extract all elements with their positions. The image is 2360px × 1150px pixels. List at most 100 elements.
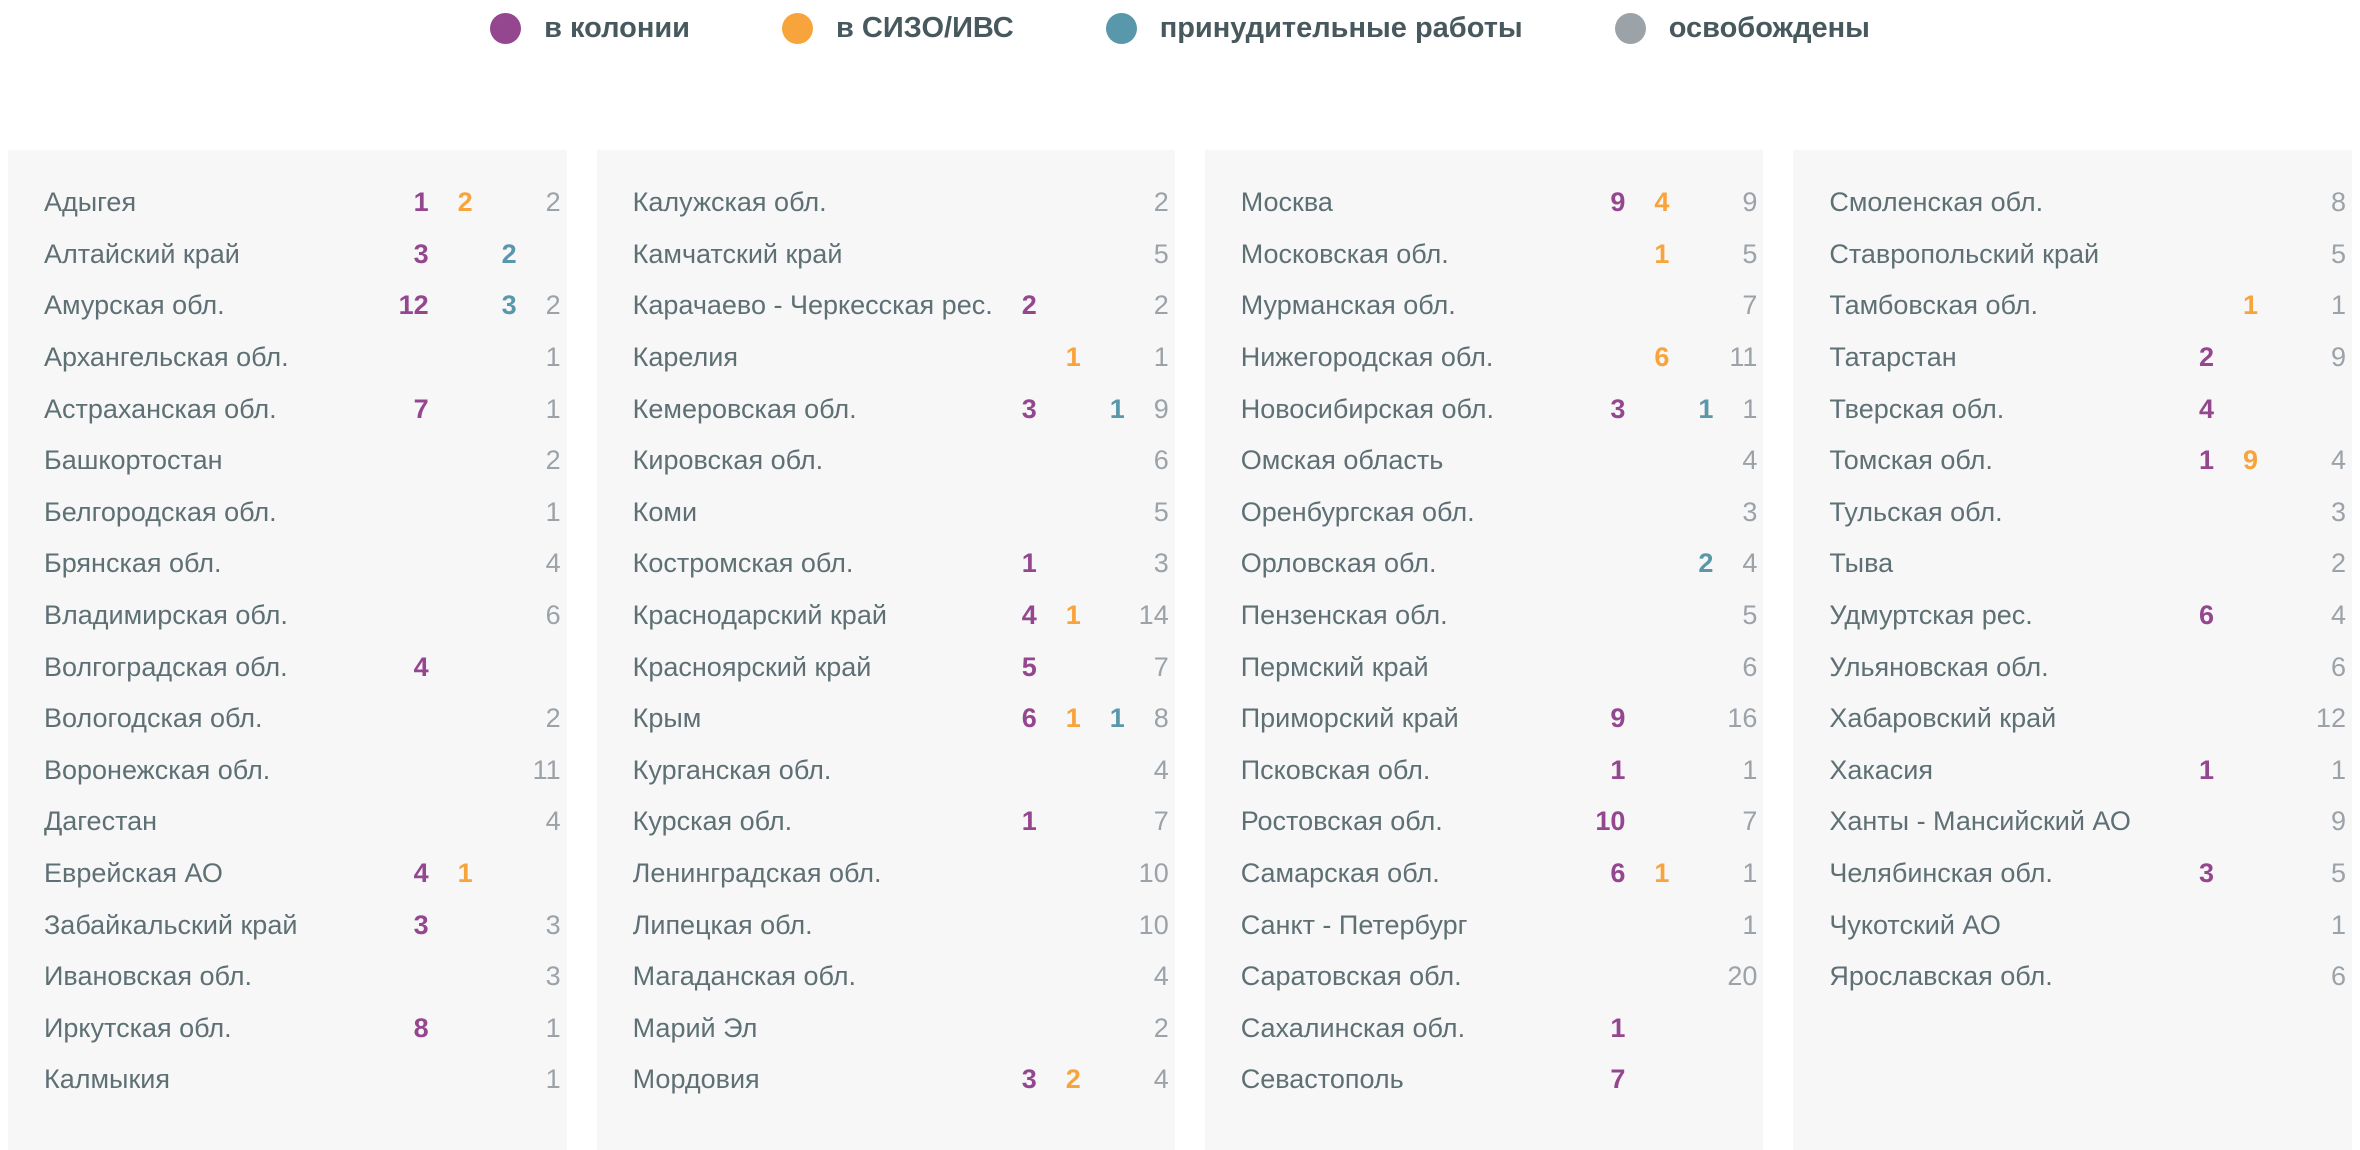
region-row: Калужская обл. 2 bbox=[633, 177, 1169, 229]
region-row: Нижегородская обл. 6 11 bbox=[1241, 332, 1758, 384]
region-row: Архангельская обл. 1 bbox=[44, 332, 561, 384]
value-colony: 1 bbox=[1610, 754, 1626, 785]
legend-item-released[interactable]: освобождены bbox=[1614, 12, 1870, 45]
region-column-4: Смоленская обл. 8 Ставропольский край 5 Тамб… bbox=[1793, 150, 2352, 1150]
region-row: Мурманская обл. 7 bbox=[1241, 280, 1758, 332]
region-row: Севастополь 7 bbox=[1241, 1054, 1758, 1106]
value-colony: 3 bbox=[413, 238, 429, 269]
region-row: Самарская обл. 6 1 1 bbox=[1241, 848, 1758, 900]
region-row: Ростовская обл. 10 7 bbox=[1241, 796, 1758, 848]
value-released: 4 bbox=[1742, 548, 1758, 579]
region-row: Тыва 2 bbox=[1829, 538, 2346, 590]
region-name: Тамбовская обл. bbox=[1829, 290, 2039, 321]
value-released: 8 bbox=[2330, 187, 2346, 218]
value-colony: 4 bbox=[2198, 393, 2214, 424]
region-row: Тамбовская обл. 1 1 bbox=[1829, 280, 2346, 332]
value-released: 5 bbox=[1742, 600, 1758, 631]
region-row: Воронежская обл. 11 bbox=[44, 745, 561, 797]
region-row: Карелия 1 1 bbox=[633, 332, 1169, 384]
region-name: Еврейская АО bbox=[44, 858, 223, 889]
region-row: Челябинская обл. 3 5 bbox=[1829, 848, 2346, 900]
value-colony: 9 bbox=[1610, 187, 1626, 218]
region-name: Хакасия bbox=[1829, 754, 1934, 785]
region-name: Краснодарский край bbox=[632, 600, 887, 631]
region-name: Удмуртская рес. bbox=[1829, 600, 2033, 631]
region-name: Красноярский край bbox=[632, 651, 872, 682]
value-forced-labor: 2 bbox=[501, 238, 517, 269]
legend-dot-released bbox=[1614, 13, 1646, 44]
legend-item-label: принудительные работы bbox=[1159, 12, 1523, 44]
region-row: Калмыкия 1 bbox=[44, 1054, 561, 1106]
value-released: 5 bbox=[1153, 496, 1169, 527]
region-row: Астраханская обл. 7 1 bbox=[44, 383, 561, 435]
region-name: Ставропольский край bbox=[1829, 238, 2100, 269]
region-name: Башкортостан bbox=[44, 445, 223, 476]
value-released: 11 bbox=[1729, 342, 1758, 373]
region-row: Ленинградская обл. 10 bbox=[633, 848, 1169, 900]
value-released: 11 bbox=[532, 754, 561, 785]
region-column-3: Москва 9 4 9 Московская обл. 1 5 Мурманская обл… bbox=[1204, 150, 1764, 1150]
region-row: Псковская обл. 1 1 bbox=[1241, 745, 1758, 797]
region-name: Оренбургская обл. bbox=[1240, 496, 1475, 527]
legend-item-forced-labor[interactable]: принудительные работы bbox=[1105, 12, 1523, 45]
value-colony: 2 bbox=[2198, 342, 2214, 373]
value-colony: 12 bbox=[398, 290, 429, 321]
region-row: Ивановская обл. 3 bbox=[44, 951, 561, 1003]
value-colony: 4 bbox=[413, 651, 429, 682]
value-released: 1 bbox=[545, 342, 561, 373]
region-name: Москва bbox=[1240, 187, 1333, 218]
value-released: 5 bbox=[1742, 238, 1758, 269]
region-name: Пермский край bbox=[1240, 651, 1429, 682]
region-row: Удмуртская рес. 6 4 bbox=[1829, 590, 2346, 642]
region-row: Еврейская АО 4 1 bbox=[44, 848, 561, 900]
region-name: Дагестан bbox=[44, 806, 158, 837]
value-colony: 1 bbox=[413, 187, 429, 218]
value-sizo: 1 bbox=[1065, 703, 1081, 734]
region-name: Орловская обл. bbox=[1240, 548, 1437, 579]
value-colony: 4 bbox=[1021, 600, 1037, 631]
region-name: Московская обл. bbox=[1240, 238, 1449, 269]
region-name: Омская область bbox=[1240, 445, 1444, 476]
region-row: Ульяновская обл. 6 bbox=[1829, 641, 2346, 693]
value-released: 1 bbox=[1153, 342, 1169, 373]
value-forced-labor: 3 bbox=[501, 290, 517, 321]
region-row: Красноярский край 5 7 bbox=[633, 641, 1169, 693]
value-colony: 4 bbox=[413, 858, 429, 889]
region-row: Хабаровский край 12 bbox=[1829, 693, 2346, 745]
region-name: Сахалинская обл. bbox=[1240, 1012, 1466, 1043]
value-released: 6 bbox=[2330, 961, 2346, 992]
value-released: 1 bbox=[1742, 909, 1758, 940]
value-released: 2 bbox=[545, 187, 561, 218]
region-row: Тульская обл. 3 bbox=[1829, 487, 2346, 539]
value-released: 12 bbox=[2315, 703, 2346, 734]
value-released: 3 bbox=[1153, 548, 1169, 579]
region-row: Оренбургская обл. 3 bbox=[1241, 487, 1758, 539]
region-row: Смоленская обл. 8 bbox=[1829, 177, 2346, 229]
value-released: 4 bbox=[2330, 600, 2346, 631]
value-released: 3 bbox=[2330, 496, 2346, 527]
legend-item-colony[interactable]: в колонии bbox=[490, 12, 690, 45]
region-row: Камчатский край 5 bbox=[633, 229, 1169, 281]
region-row: Сахалинская обл. 1 bbox=[1241, 1003, 1758, 1055]
region-row: Башкортостан 2 bbox=[44, 435, 561, 487]
region-row: Саратовская обл. 20 bbox=[1241, 951, 1758, 1003]
value-colony: 5 bbox=[1021, 651, 1037, 682]
region-row: Забайкальский край 3 3 bbox=[44, 899, 561, 951]
region-name: Ханты - Мансийский АО bbox=[1829, 806, 2131, 837]
region-name: Ульяновская обл. bbox=[1829, 651, 2049, 682]
value-sizo: 1 bbox=[1065, 342, 1081, 373]
value-released: 2 bbox=[1153, 1012, 1169, 1043]
value-sizo: 1 bbox=[457, 858, 473, 889]
region-name: Ростовская обл. bbox=[1240, 806, 1443, 837]
value-released: 3 bbox=[545, 961, 561, 992]
region-row: Волгоградская обл. 4 bbox=[44, 641, 561, 693]
region-name: Приморский край bbox=[1240, 703, 1459, 734]
region-row: Приморский край 9 16 bbox=[1241, 693, 1758, 745]
region-row: Амурская обл. 12 3 2 bbox=[44, 280, 561, 332]
region-name: Крым bbox=[632, 703, 702, 734]
region-row: Курганская обл. 4 bbox=[633, 745, 1169, 797]
value-colony: 3 bbox=[413, 909, 429, 940]
region-row: Татарстан 2 9 bbox=[1829, 332, 2346, 384]
region-name: Алтайский край bbox=[44, 238, 240, 269]
legend-item-sizo[interactable]: в СИЗО/ИВС bbox=[782, 12, 1014, 45]
